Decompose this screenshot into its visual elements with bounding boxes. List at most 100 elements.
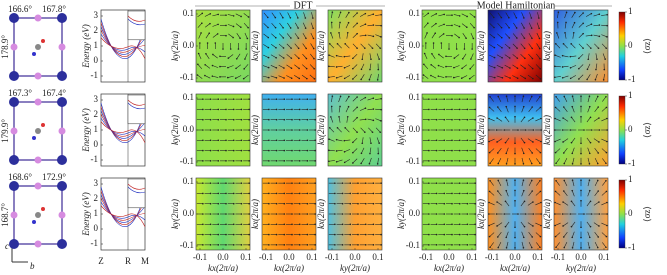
arrow-head [523,27,525,29]
spin-arrow [336,149,343,152]
spin-arrow [521,96,524,103]
spin-arrow [367,118,374,121]
spin-arrow [593,13,600,17]
spin-arrow [527,201,534,206]
arrow-head [571,105,574,108]
arrow-head [267,26,269,29]
arrow-head [554,235,557,238]
spin-arrow [505,221,510,227]
arrow-head [489,246,491,249]
arrow-head [232,36,234,39]
arrow-head [435,182,438,184]
arrow-head [570,225,573,228]
arrow-head [504,200,507,203]
angle-label: 167.4° [42,88,66,98]
spin-arrow [535,222,542,226]
spin-arrow [497,180,502,186]
arrow-head [474,223,476,226]
arrow-head [328,54,330,56]
inset [127,10,146,41]
spin-arrow [563,96,568,102]
spin-arrow [489,33,495,38]
arrow-head [580,163,582,165]
arrow-head [597,190,600,192]
arrow-head [306,98,309,100]
arrow-head [232,25,235,28]
y-tick-label: 2 [94,109,99,119]
arrow-head [538,47,541,50]
spin-arrow [594,242,599,248]
spin-arrow [593,24,600,27]
arrow-head [372,223,375,226]
spin-arrow [204,23,211,28]
arrow-head [504,116,507,119]
arrow-head [493,36,496,39]
spin-arrow [587,63,591,70]
x-tick-label: -0.1 [193,252,207,262]
arrow-head [328,160,330,163]
spin-arrow [555,180,560,186]
arrow-head [202,149,204,152]
arrow-head [438,53,440,56]
band [127,15,146,22]
arrow-head [514,179,516,181]
arrow-head [268,129,270,131]
x-axis-label: kx(2π/a) [274,263,304,273]
arrow-head [334,244,336,246]
arrow-head [371,131,374,133]
arrow-head [291,129,293,131]
arrow-head [555,95,557,98]
spin-arrow [535,74,541,80]
spin-arrow [361,137,364,144]
arrow-head [501,77,504,79]
arrow-head [428,160,430,162]
spin-arrow [244,53,248,60]
arrow-head [514,247,516,249]
arrow-head [606,24,608,27]
arrow-head [573,21,576,24]
arrow-head [289,27,292,29]
y-tick-label: 0 [94,55,99,65]
arrow-head [466,182,469,184]
arrow-head [435,223,438,226]
arrow-head [312,37,315,40]
band [100,205,146,227]
angle-label: 166.6° [8,4,32,14]
arrow-head [428,223,430,226]
spin-arrow [497,190,502,197]
arrow-head [530,17,533,19]
arrow-head [275,56,277,59]
arrow-head [488,201,490,204]
arrow-head [554,129,556,131]
arrow-head [445,65,447,68]
band [127,99,146,106]
spin-arrow [344,139,351,141]
arrow-head [211,64,214,67]
arrow-head [217,23,219,26]
arrow-head [508,16,510,19]
arrow-head [219,65,221,68]
spin-arrow [528,32,533,39]
arrow-head [588,236,591,239]
arrow-head [232,149,235,152]
arrow-head [569,213,572,215]
arrow-head [437,75,440,77]
spin-arrow [555,107,561,112]
arrow-head [217,244,220,246]
arrow-head [232,223,235,226]
spin-arrow [488,75,495,78]
spin-arrow [536,242,541,248]
arrow-head [334,233,336,236]
arrow-head [425,42,427,44]
arrow-head [267,66,270,69]
arrow-head [212,53,214,56]
arrow-head [380,108,382,111]
arrow-head [248,182,250,184]
spin-arrow [352,158,358,164]
arrow-head [202,233,204,236]
arrow-head [205,52,207,55]
spin-arrow [361,63,365,70]
spin-arrow [205,53,210,59]
arrow-head [380,97,382,100]
arrow-head [474,202,476,205]
